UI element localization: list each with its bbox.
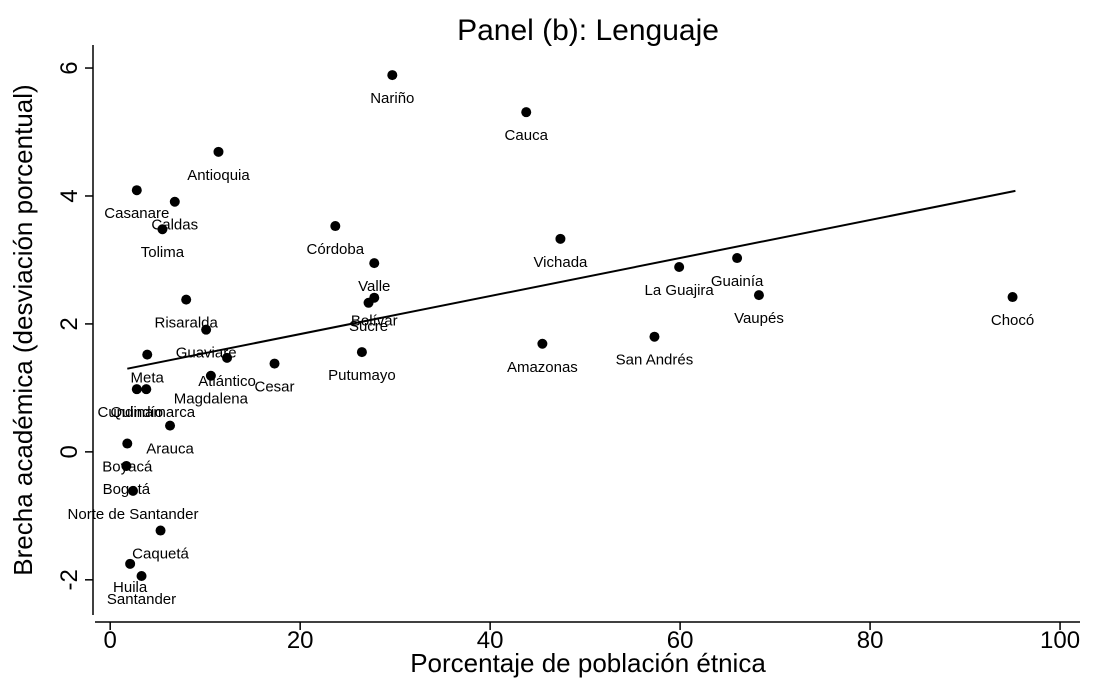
point xyxy=(213,146,224,157)
point xyxy=(537,338,548,349)
point-label: Antioquia xyxy=(187,167,250,184)
point xyxy=(555,233,566,244)
point xyxy=(205,370,216,381)
point-label: Cesar xyxy=(255,379,295,396)
point xyxy=(222,352,233,363)
point-label: Vaupés xyxy=(734,310,784,327)
point xyxy=(121,460,132,471)
point xyxy=(363,297,374,308)
x-tick-label: 100 xyxy=(1040,627,1080,654)
point-label: Meta xyxy=(131,370,165,387)
point-label: Quindío xyxy=(111,404,164,421)
y-tick-label: 0 xyxy=(56,445,83,458)
point-label: Casanare xyxy=(104,205,169,222)
point xyxy=(181,294,192,305)
point-label: Nariño xyxy=(370,90,414,107)
point xyxy=(649,331,660,342)
y-tick-label: 2 xyxy=(56,317,83,330)
y-axis-label: Brecha académica (desviación porcentual) xyxy=(8,84,38,575)
point xyxy=(165,420,176,431)
point-label: Huila xyxy=(113,579,148,596)
point xyxy=(330,221,341,232)
point xyxy=(122,438,133,449)
x-axis-label: Porcentaje de población étnica xyxy=(410,648,766,678)
point-label: Chocó xyxy=(991,312,1034,329)
point-label: Caquetá xyxy=(132,546,189,563)
point xyxy=(356,347,367,358)
point-label: Vichada xyxy=(533,254,588,271)
point xyxy=(753,290,764,301)
point xyxy=(142,349,153,360)
point xyxy=(155,525,166,536)
point xyxy=(269,358,280,369)
point-label: Magdalena xyxy=(174,391,249,408)
point-label: Norte de Santander xyxy=(68,506,199,523)
point-label: Guaviare xyxy=(176,345,237,362)
point-label: Córdoba xyxy=(307,241,365,258)
x-tick-label: 0 xyxy=(104,627,117,654)
point xyxy=(136,570,147,581)
point-label: Tolima xyxy=(141,244,185,261)
x-tick-label: 80 xyxy=(857,627,884,654)
point xyxy=(157,224,168,235)
point xyxy=(1007,292,1018,303)
point xyxy=(125,558,136,569)
point-label: Cauca xyxy=(505,127,549,144)
point xyxy=(521,107,532,118)
point-label: Arauca xyxy=(146,441,194,458)
point-label: Guainía xyxy=(711,273,764,290)
y-tick-label: -2 xyxy=(56,569,83,590)
point xyxy=(674,261,685,272)
point xyxy=(127,485,138,496)
point xyxy=(141,384,152,395)
point-label: Cundinamarca xyxy=(98,404,196,421)
point-label: Putumayo xyxy=(328,367,396,384)
y-tick-label: 6 xyxy=(56,61,83,74)
point xyxy=(169,196,180,207)
point xyxy=(387,70,398,81)
point-label: San Andrés xyxy=(616,352,694,369)
point xyxy=(369,258,380,269)
point-label: Bogotá xyxy=(103,481,151,498)
point-label: Santander xyxy=(107,591,176,608)
fit-line xyxy=(127,189,1016,370)
point-label: Amazonas xyxy=(507,359,578,376)
point xyxy=(131,185,142,196)
point-label: La Guajira xyxy=(645,282,715,299)
point xyxy=(732,253,743,264)
chart-title: Panel (b): Lenguaje xyxy=(457,14,719,47)
point xyxy=(201,324,212,335)
x-tick-label: 40 xyxy=(477,627,504,654)
x-tick-label: 60 xyxy=(667,627,694,654)
point-label: Sucre xyxy=(349,318,388,335)
point-label: Valle xyxy=(358,278,390,295)
point-label: Bolívar xyxy=(351,313,398,330)
x-tick-label: 20 xyxy=(287,627,314,654)
y-tick-label: 4 xyxy=(56,189,83,202)
point xyxy=(131,384,142,395)
